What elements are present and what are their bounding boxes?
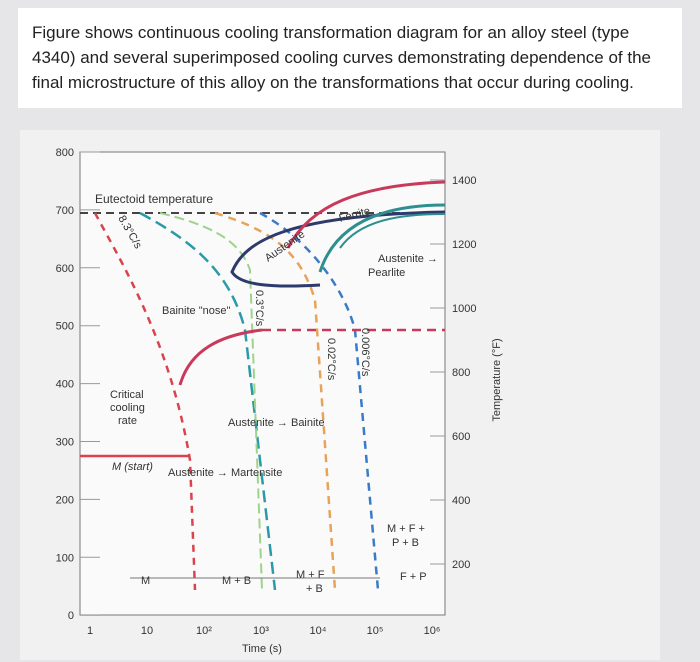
cooling-curve-0-3 — [159, 212, 263, 591]
annotation: M + B — [222, 575, 251, 587]
x-tick-label: 1 — [87, 625, 93, 637]
y2-tick-label: 1400 — [452, 175, 476, 187]
y-tick-label: 0 — [68, 610, 74, 622]
cooling-curve-critical — [139, 211, 277, 591]
cooling-curve-0-006 — [259, 211, 380, 591]
annotation: Pearlite — [368, 267, 405, 279]
y2-tick-label: 200 — [452, 559, 470, 571]
y-tick-label: 600 — [56, 263, 74, 275]
y2-tick-label: 600 — [452, 431, 470, 443]
annotation: 0.02°C/s — [325, 338, 337, 381]
annotation: rate — [118, 415, 137, 427]
annotation: Critical — [110, 389, 144, 401]
annotation: + B — [306, 583, 323, 595]
cooling-curve-0-02 — [214, 211, 337, 591]
y-tick-label: 800 — [56, 147, 74, 159]
y2-tick-label: 800 — [452, 367, 470, 379]
question-text: Figure shows continuous cooling transfor… — [32, 23, 652, 92]
x-tick-label: 10⁵ — [367, 625, 384, 637]
x-tick-label: 10³ — [253, 625, 269, 637]
annotation: M + F — [296, 569, 325, 581]
cooling-curve-8-3 — [93, 212, 197, 591]
x-axis-label: Time (s) — [242, 643, 282, 655]
annotation: Austenite → Bainite — [228, 417, 325, 429]
annotation: M + F + — [387, 523, 425, 535]
annotation: Austenite → — [378, 253, 438, 265]
question-card: Figure shows continuous cooling transfor… — [18, 8, 682, 108]
y-axis-label: Temperature (°F) — [491, 338, 503, 421]
annotation: Austenite → Martensite — [168, 467, 282, 479]
bainite-start — [178, 328, 263, 386]
annotation: 0.006°C/s — [359, 328, 371, 377]
y-tick-label: 700 — [56, 205, 74, 217]
y2-tick-label: 1200 — [452, 239, 476, 251]
ferrite-start — [230, 210, 446, 288]
annotation: M — [141, 575, 150, 587]
x-tick-label: 10⁴ — [310, 625, 327, 637]
annotation: P + B — [392, 537, 419, 549]
annotation: Bainite "nose" — [162, 305, 230, 317]
annotation: F + P — [400, 571, 427, 583]
y-tick-label: 100 — [56, 552, 74, 564]
annotation: Eutectoid temperature — [95, 192, 213, 206]
plot-frame — [79, 151, 446, 616]
y2-tick-label: 400 — [452, 495, 470, 507]
pearlite-finish — [318, 203, 446, 273]
y2-tick-label: 1000 — [452, 303, 476, 315]
x-tick-label: 10⁶ — [424, 625, 441, 637]
ferrite-finish — [339, 213, 446, 249]
y-tick-label: 500 — [56, 321, 74, 333]
x-tick-label: 10² — [196, 625, 212, 637]
annotation: cooling — [110, 402, 145, 414]
x-tick-label: 10 — [141, 625, 153, 637]
pearlite-start — [286, 180, 446, 249]
y-tick-label: 200 — [56, 494, 74, 506]
annotation: 0.3°C/s — [253, 290, 265, 327]
annotation: M (start) — [112, 461, 153, 473]
y-tick-label: 300 — [56, 437, 74, 449]
y-tick-label: 400 — [56, 379, 74, 391]
